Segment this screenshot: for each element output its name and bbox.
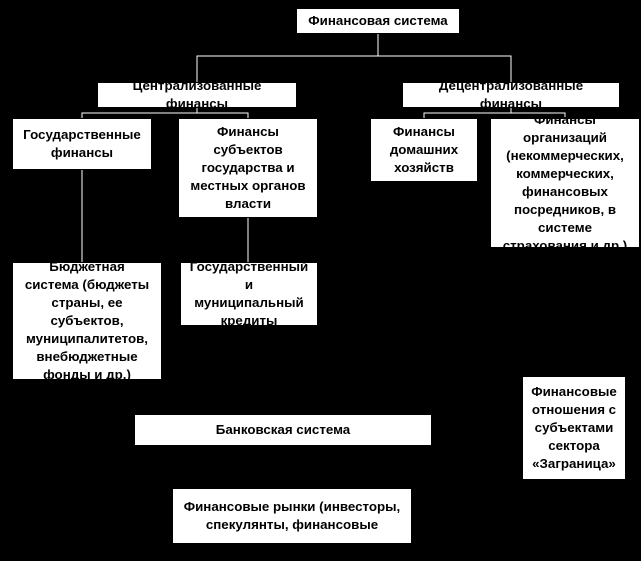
node-label-root: Финансовая система	[308, 12, 447, 30]
node-central: Централизованные финансы	[97, 82, 297, 108]
node-credit: Государственный и муниципальный кредиты	[180, 262, 318, 326]
node-subj: Финансы субъектов государства и местных …	[178, 118, 318, 218]
node-orgs: Финансы организаций (некоммерческих, ком…	[490, 118, 640, 248]
node-label-budget: Бюджетная система (бюджеты страны, ее су…	[21, 258, 153, 384]
node-root: Финансовая система	[296, 8, 460, 34]
node-bank: Банковская система	[134, 414, 432, 446]
node-foreign: Финансовые отношения с субъектами сектор…	[522, 376, 626, 480]
node-label-market: Финансовые рынки (инвесторы, спекулянты,…	[181, 498, 403, 534]
node-gov: Государственные финансы	[12, 118, 152, 170]
node-label-credit: Государственный и муниципальный кредиты	[189, 258, 309, 330]
node-decentr: Децентрализованные финансы	[402, 82, 620, 108]
node-house: Финансы домашних хозяйств	[370, 118, 478, 182]
node-budget: Бюджетная система (бюджеты страны, ее су…	[12, 262, 162, 380]
node-label-decentr: Децентрализованные финансы	[411, 77, 611, 113]
node-market: Финансовые рынки (инвесторы, спекулянты,…	[172, 488, 412, 544]
node-label-gov: Государственные финансы	[21, 126, 143, 162]
node-label-orgs: Финансы организаций (некоммерческих, ком…	[499, 111, 631, 255]
node-label-subj: Финансы субъектов государства и местных …	[187, 123, 309, 213]
node-label-house: Финансы домашних хозяйств	[379, 123, 469, 177]
node-label-bank: Банковская система	[216, 421, 350, 439]
node-label-foreign: Финансовые отношения с субъектами сектор…	[531, 383, 617, 473]
node-label-central: Централизованные финансы	[106, 77, 288, 113]
